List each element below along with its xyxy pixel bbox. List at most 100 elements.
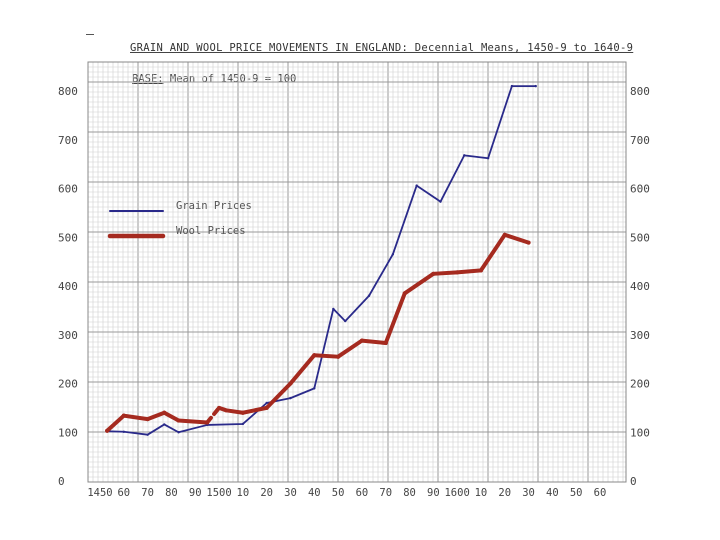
x-tick-label: 10 (237, 487, 250, 499)
data-point-wool (205, 420, 210, 425)
series-segment-wool (336, 338, 364, 359)
grid (87, 61, 627, 483)
x-tick-label: 90 (189, 487, 202, 499)
x-tick-label: 1450 (87, 487, 112, 499)
data-point-grain (332, 307, 335, 311)
data-point-wool (336, 354, 341, 359)
data-point-wool (478, 268, 483, 273)
data-point-wool (121, 413, 126, 418)
data-point-grain (510, 84, 514, 88)
series-segment-wool (312, 353, 341, 359)
y-tick-label-right: 200 (630, 378, 650, 391)
data-point-wool (288, 381, 293, 386)
legend-label-grain: Grain Prices (176, 200, 252, 212)
series-segment-wool (145, 410, 167, 422)
x-tick-label: 80 (165, 487, 178, 499)
series-segment-wool (224, 408, 245, 415)
data-point-wool (359, 338, 364, 343)
x-tick-label: 60 (594, 487, 607, 499)
series-segment-wool (455, 268, 483, 275)
data-point-grain (122, 430, 126, 433)
x-tick-label: 40 (546, 487, 559, 499)
data-point-grain (415, 184, 418, 187)
series-group (105, 84, 537, 436)
y-tick-label-left: 400 (58, 280, 78, 293)
y-tick-label-left: 800 (58, 85, 78, 98)
data-point-wool (105, 428, 110, 433)
y-tick-label-right: 500 (630, 231, 650, 244)
series-segment-wool (478, 232, 507, 273)
data-point-grain (313, 387, 316, 390)
x-tick-label: 50 (332, 487, 345, 499)
y-tick-label-right: 400 (630, 280, 650, 293)
series-segment-wool (502, 232, 531, 245)
series-segment-wool (383, 291, 407, 346)
series-segment-wool (162, 410, 181, 423)
data-point-grain (163, 423, 166, 426)
x-tick-label: 60 (117, 487, 130, 499)
data-point-grain (241, 422, 245, 426)
series-segment-wool (105, 413, 126, 433)
data-point-grain (486, 157, 490, 160)
data-point-grain (265, 401, 268, 405)
data-point-grain (367, 294, 371, 297)
x-tick-label: 60 (356, 487, 369, 499)
y-tick-label-left: 700 (58, 134, 78, 147)
data-point-grain (146, 433, 149, 436)
series-segment-wool (288, 353, 317, 386)
x-tick-label: 40 (308, 487, 321, 499)
data-point-wool (176, 418, 181, 423)
data-point-grain (177, 431, 180, 434)
x-tick-label: 80 (403, 487, 416, 499)
y-axis-right: 0 100 200 300 400 500 600 700 800 (630, 85, 650, 488)
data-point-wool (224, 408, 229, 413)
data-point-grain (463, 154, 466, 157)
chart-title: GRAIN AND WOOL PRICE MOVEMENTS IN ENGLAN… (130, 42, 634, 54)
series-segment-wool (121, 413, 150, 422)
data-point-grain (391, 253, 395, 256)
series-segment-wool (240, 405, 269, 415)
y-tick-label-left: 200 (58, 378, 78, 391)
series-segment-wool (359, 338, 388, 346)
series-segment-wool (176, 418, 210, 425)
y-tick-label-left: 0 (58, 475, 65, 488)
x-tick-label: 1500 (206, 487, 231, 499)
y-tick-label-left: 500 (58, 231, 78, 244)
x-tick-label: 20 (498, 487, 511, 499)
y-tick-label-right: 800 (630, 85, 650, 98)
y-tick-label-left: 600 (58, 183, 78, 196)
y-tick-label-right: 0 (630, 475, 637, 488)
x-tick-label: 20 (260, 487, 273, 499)
x-tick-label: 70 (379, 487, 392, 499)
y-tick-label-left: 100 (58, 426, 78, 439)
data-point-wool (455, 270, 460, 275)
y-axis-left: 0 100 200 300 400 500 600 700 800 (58, 85, 78, 488)
data-point-wool (145, 417, 150, 422)
y-tick-label-right: 300 (630, 329, 650, 342)
series-segment-wool (431, 270, 460, 276)
data-point-wool (162, 410, 167, 415)
x-tick-label: 90 (427, 487, 440, 499)
data-point-grain (344, 319, 347, 323)
grid-border (87, 61, 627, 483)
legend-label-wool: Wool Prices (176, 225, 246, 237)
decorative-dash (86, 34, 94, 35)
legend: Grain Prices Wool Prices (107, 200, 252, 239)
x-tick-label: 30 (284, 487, 297, 499)
data-point-wool (526, 240, 531, 245)
data-point-wool (383, 341, 388, 346)
x-tick-label: 70 (141, 487, 154, 499)
x-tick-label: 10 (475, 487, 488, 499)
y-tick-label-right: 700 (630, 134, 650, 147)
data-point-grain (534, 84, 537, 88)
x-axis: 1450 60 70 80 90 1500 10 20 30 40 50 60 70 80 90 1600 10… (87, 487, 606, 499)
x-tick-label: 1600 (444, 487, 469, 499)
data-point-wool (312, 353, 317, 358)
y-tick-label-right: 600 (630, 183, 650, 196)
data-point-wool (264, 405, 269, 410)
series-segment-wool (205, 405, 222, 425)
data-point-wool (431, 271, 436, 276)
data-point-wool (402, 291, 407, 296)
